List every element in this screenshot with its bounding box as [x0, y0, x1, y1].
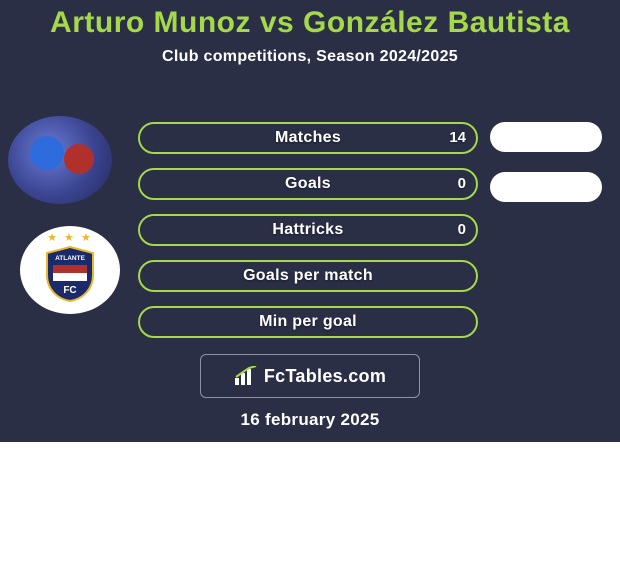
stat-bars: Matches14Goals0Hattricks0Goals per match…	[138, 122, 478, 352]
bar-label: Min per goal	[140, 308, 476, 336]
bar-label: Matches	[140, 124, 476, 152]
comparison-card: Arturo Munoz vs González Bautista Club c…	[0, 0, 620, 580]
stat-bar: Matches14	[138, 122, 478, 154]
avatars-column: ★ ★ ★ ATLANTE FC	[8, 116, 118, 314]
bar-track: Min per goal	[138, 306, 478, 338]
bar-track: Hattricks0	[138, 214, 478, 246]
blank-pill	[490, 122, 602, 152]
subtitle: Club competitions, Season 2024/2025	[0, 48, 620, 66]
bar-track: Goals0	[138, 168, 478, 200]
bar-label: Goals	[140, 170, 476, 198]
page-title: Arturo Munoz vs González Bautista	[0, 0, 620, 40]
crest-label: ATLANTE	[55, 255, 86, 262]
logo-text: FcTables.com	[264, 366, 386, 387]
bar-label: Hattricks	[140, 216, 476, 244]
stat-bar: Hattricks0	[138, 214, 478, 246]
blank-pill	[490, 172, 602, 202]
stat-bar: Goals per match	[138, 260, 478, 292]
bar-value: 14	[449, 124, 466, 152]
generated-date: 16 february 2025	[0, 410, 620, 430]
site-logo[interactable]: FcTables.com	[200, 354, 420, 398]
crest-graphic: ★ ★ ★ ATLANTE FC	[43, 239, 97, 301]
bars-icon	[234, 366, 258, 386]
stat-bar: Min per goal	[138, 306, 478, 338]
shield-icon: ATLANTE FC	[43, 245, 97, 303]
bar-track: Matches14	[138, 122, 478, 154]
bar-track: Goals per match	[138, 260, 478, 292]
bar-value: 0	[458, 170, 466, 198]
club-crest: ★ ★ ★ ATLANTE FC	[20, 226, 120, 314]
stat-bar: Goals0	[138, 168, 478, 200]
crest-stars: ★ ★ ★	[43, 231, 97, 244]
bar-label: Goals per match	[140, 262, 476, 290]
svg-text:FC: FC	[63, 285, 76, 296]
player-photo	[8, 116, 112, 204]
right-pills	[490, 122, 602, 222]
bar-value: 0	[458, 216, 466, 244]
footer-white-area	[0, 442, 620, 580]
